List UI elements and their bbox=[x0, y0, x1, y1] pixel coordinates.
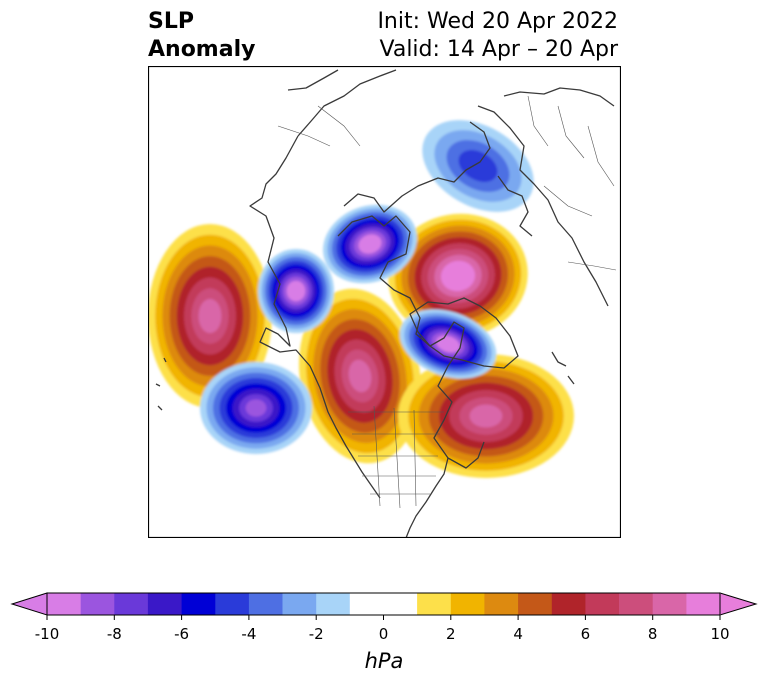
colorbar-segment bbox=[518, 593, 553, 615]
colorbar-tick-label: 2 bbox=[446, 625, 456, 643]
contour-level bbox=[245, 399, 267, 417]
colorbar-tick-label: 6 bbox=[581, 625, 591, 643]
borders bbox=[277, 95, 617, 509]
contour-level bbox=[198, 298, 222, 334]
contour-level bbox=[458, 150, 498, 182]
colorbar-segment bbox=[80, 593, 115, 615]
title-valid: Valid: 14 Apr – 20 Apr bbox=[379, 37, 619, 62]
colorbar-segment bbox=[282, 593, 317, 615]
colorbar-extend-low bbox=[10, 592, 48, 616]
colorbar-segment bbox=[316, 593, 351, 615]
colorbar-segment bbox=[417, 593, 452, 615]
contour-level bbox=[362, 238, 378, 250]
title-variable: SLP bbox=[148, 9, 194, 34]
contour-level bbox=[440, 338, 456, 350]
colorbar-tick-label: 0 bbox=[379, 625, 389, 643]
map-frame bbox=[148, 66, 621, 538]
colorbar-segment bbox=[686, 593, 721, 615]
colorbar: -10 -8 -6 -4 -2 0 2 4 6 8 10 hPa bbox=[10, 592, 758, 673]
colorbar-extend-high bbox=[719, 592, 758, 616]
anomaly-center-high-4 bbox=[388, 213, 528, 339]
colorbar-tick-label: 4 bbox=[513, 625, 523, 643]
contour-level bbox=[447, 266, 469, 286]
anomaly-map bbox=[148, 66, 621, 538]
colorbar-tick-label: 8 bbox=[648, 625, 658, 643]
colorbar-segment bbox=[215, 593, 250, 615]
colorbar-segment bbox=[47, 593, 82, 615]
colorbar-tick-label: -2 bbox=[309, 625, 324, 643]
colorbar-segment bbox=[619, 593, 654, 615]
anomaly-center-high-7 bbox=[398, 354, 574, 478]
anomaly-center-low-3 bbox=[323, 204, 417, 284]
colorbar-segment bbox=[585, 593, 620, 615]
anomaly-center-low-2 bbox=[200, 362, 312, 454]
title-field: Anomaly bbox=[148, 37, 256, 62]
colorbar-tick-label: 10 bbox=[710, 625, 729, 643]
colorbar-segment bbox=[248, 593, 284, 615]
colorbar-segment bbox=[484, 593, 519, 615]
anomaly-center-low-8 bbox=[422, 120, 534, 212]
coastlines bbox=[155, 69, 615, 538]
contour-level bbox=[348, 359, 372, 393]
colorbar-tick-label: -10 bbox=[35, 625, 60, 643]
map-title-left: SLP Anomaly bbox=[148, 8, 255, 64]
colorbar-segment bbox=[147, 593, 183, 615]
colorbar-segment bbox=[181, 593, 216, 615]
colorbar-segment bbox=[349, 593, 418, 615]
anomaly-center-high-1 bbox=[148, 224, 272, 408]
colorbar-tick-label: -6 bbox=[174, 625, 189, 643]
contour-level bbox=[290, 284, 302, 298]
anomaly-field bbox=[148, 66, 621, 538]
colorbar-unit-label: hPa bbox=[365, 649, 404, 673]
map-title-right: Init: Wed 20 Apr 2022 Valid: 14 Apr – 20… bbox=[377, 8, 618, 64]
colorbar-tick-label: -4 bbox=[241, 625, 256, 643]
colorbar-segment bbox=[652, 593, 687, 615]
colorbar-segment bbox=[551, 593, 587, 615]
contour-level bbox=[469, 404, 503, 428]
colorbar-segment bbox=[450, 593, 486, 615]
title-init: Init: Wed 20 Apr 2022 bbox=[377, 9, 618, 34]
colorbar-segment bbox=[114, 593, 149, 615]
anomaly-center-low-0 bbox=[258, 249, 334, 333]
colorbar-tick-label: -8 bbox=[107, 625, 122, 643]
anomaly-center-high-5 bbox=[298, 288, 422, 464]
